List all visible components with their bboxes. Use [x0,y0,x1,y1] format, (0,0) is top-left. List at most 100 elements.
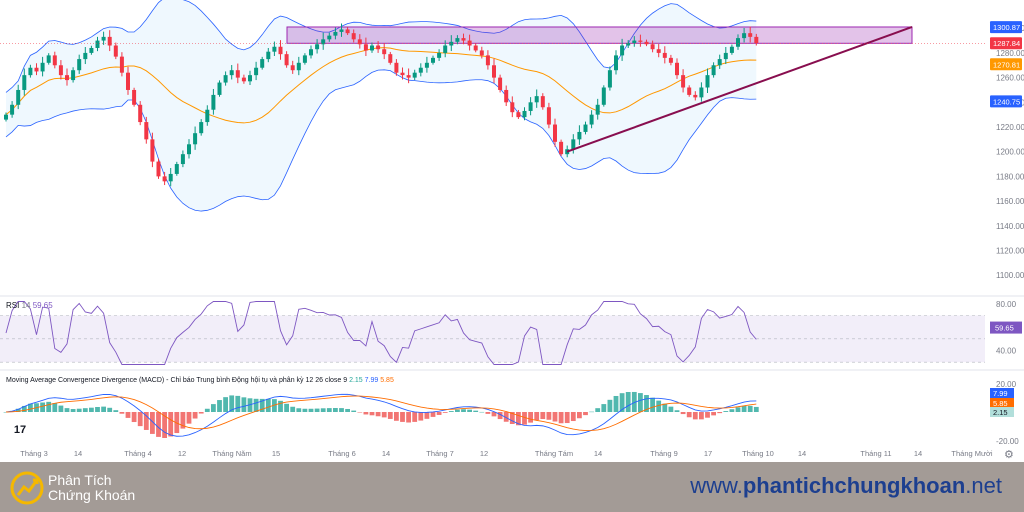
candle-body [681,75,686,88]
candle-body [211,94,216,110]
candle-body [668,57,673,63]
macd-histogram-bar [174,412,180,434]
time-axis-label: 17 [704,449,712,458]
macd-histogram-bar [119,412,125,414]
candle-body [132,89,137,105]
macd-histogram-bar [394,412,399,421]
macd-histogram-bar [479,411,485,413]
candle-body [528,102,533,111]
time-axis-label: 14 [798,449,806,458]
candle-body [101,36,106,41]
candle-body [638,40,643,42]
candle-body [400,72,405,76]
macd-histogram-bar [717,412,723,414]
candle-body [162,176,167,182]
candle-body [571,139,576,150]
candle-body [376,45,381,50]
bollinger-lower-line [5,69,757,212]
macd-histogram-bar [699,412,704,420]
macd-histogram-bar [528,412,533,423]
macd-histogram-bar [113,410,119,412]
time-axis-label: Tháng Tám [535,449,573,458]
macd-histogram-bar [467,409,472,412]
macd-histogram-bar [259,398,265,412]
candle-body [473,45,478,51]
candle-body [83,52,88,60]
macd-label-text: 7.99 [993,389,1008,398]
candle-body [65,75,69,81]
candle-body [705,75,710,88]
candle-body [156,161,161,177]
candle-body [418,67,423,73]
candle-body [729,46,734,53]
macd-histogram-bar [211,404,216,412]
macd-tick-label: 20.00 [996,380,1017,389]
candle-body [40,62,45,72]
macd-histogram-bar [339,408,344,412]
macd-histogram-bar [64,408,70,412]
time-axis-label: Tháng 7 [426,449,454,458]
macd-histogram-bar [735,407,741,412]
macd-histogram-bar [217,400,222,412]
candle-body [479,50,484,56]
macd-histogram-bar [186,412,192,424]
brand-line-1: Phân Tích [48,472,112,488]
price-tick-label: 1280.00 [996,49,1024,58]
macd-histogram-bar [406,412,411,423]
candle-body [260,59,265,68]
candle-body [58,65,63,76]
macd-histogram-bar [58,405,64,412]
macd-label-box [990,407,1014,417]
macd-histogram-bar [107,407,113,412]
macd-label-text: 2.15 [993,408,1008,417]
candle-body [150,139,155,162]
macd-label-box [990,388,1014,398]
macd-histogram-bar [320,408,326,412]
rsi-label: RSI [6,301,22,310]
macd-histogram-bar [546,412,552,420]
macd-histogram-bar [692,412,698,420]
macd-histogram-bar [436,412,442,415]
candle-body [546,107,551,125]
time-axis-label: 15 [272,449,280,458]
macd-histogram-bar [357,412,363,413]
macd-histogram-bar [150,412,155,434]
price-label-text: 1270.81 [993,60,1020,69]
macd-histogram-bar [680,412,686,415]
candle-body [229,70,234,76]
rsi-value: 59.65 [33,301,54,310]
macd-histogram-bar [607,399,613,412]
brand-name: Phân Tích Chứng Khoán [48,473,135,503]
macd-histogram-bar [705,412,710,418]
sma-line [5,47,757,124]
candle-body [71,70,76,81]
macd-histogram-bar [46,401,52,412]
tradingview-logo[interactable]: 17 [8,421,32,439]
candle-body [754,36,759,44]
macd-histogram-bar [265,398,271,412]
macd-histogram-bar [333,408,338,412]
candle-body [28,67,33,76]
macd-value: 5.85 [380,377,394,384]
macd-histogram-bar [583,412,588,416]
candle-body [589,114,594,125]
macd-histogram-bar [558,412,564,424]
macd-histogram-bar [302,408,308,412]
resistance-zone [286,26,913,44]
candle-body [248,75,252,82]
chart-area[interactable]: 1300.001280.001260.001240.001220.001200.… [0,0,1024,462]
rsi-tick-label: 40.00 [996,347,1017,356]
chart-svg[interactable]: 1300.001280.001260.001240.001220.001200.… [0,0,1024,462]
website-url[interactable]: www.phantichchungkhoan.net [690,473,1002,499]
macd-value: 7.99 [365,377,381,384]
brand[interactable]: Phân Tích Chứng Khoán [10,468,135,508]
candle-body [266,51,271,60]
candle-body [357,39,362,45]
macd-histogram-bar [625,392,631,412]
candle-body [437,52,442,58]
gear-icon[interactable]: ⚙ [1004,449,1014,461]
trendline [566,26,913,153]
macd-histogram-bar [308,408,314,412]
candle-body [22,75,27,90]
macd-histogram-bar [76,408,82,412]
